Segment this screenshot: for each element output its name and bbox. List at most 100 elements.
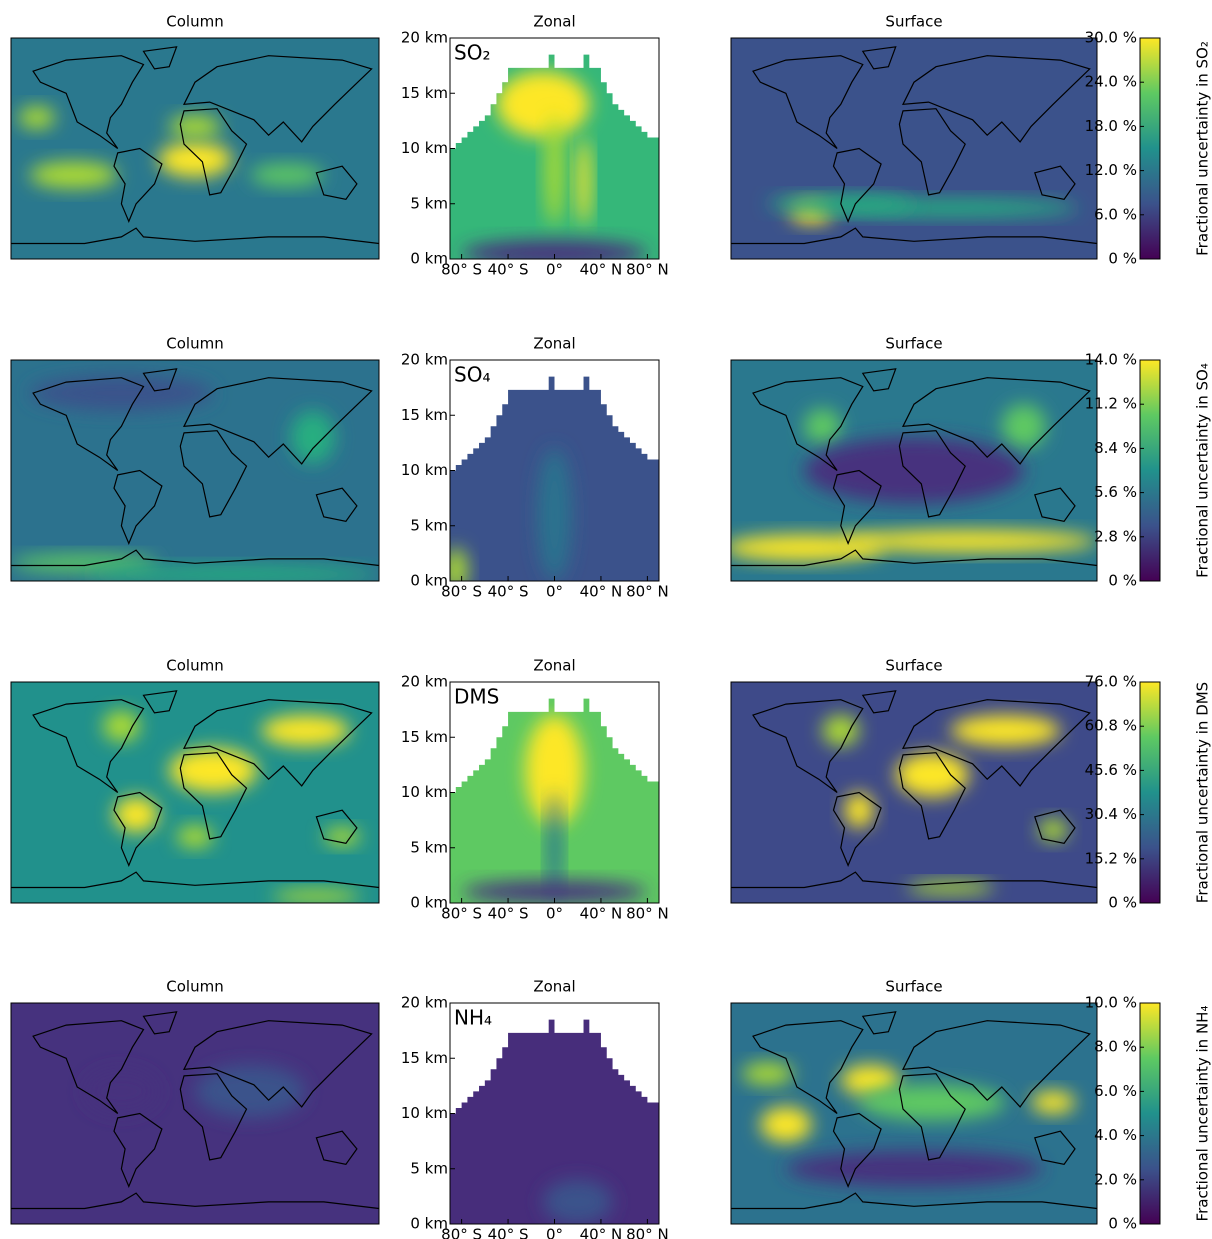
x-tick-label: 80° N bbox=[626, 261, 669, 279]
coastline bbox=[861, 46, 897, 70]
frame bbox=[10, 37, 380, 260]
heat-region bbox=[804, 437, 1024, 504]
colorbar-label: Fractional uncertainty in NH₄ bbox=[1194, 1006, 1212, 1222]
y-tick-label: 10 km bbox=[401, 139, 448, 157]
coastline bbox=[11, 227, 379, 245]
heat-region bbox=[895, 752, 969, 797]
heat-region bbox=[29, 375, 214, 411]
coastline bbox=[113, 1112, 163, 1188]
coastline bbox=[861, 1011, 897, 1035]
colorbar-tick-label: 24.0 % bbox=[1085, 73, 1137, 91]
heat-region bbox=[84, 1069, 159, 1114]
y-tick-label: 0 km bbox=[410, 250, 448, 268]
heat-region bbox=[804, 408, 841, 444]
frame bbox=[730, 1002, 1098, 1225]
colorbar-tick-label: 6.0 % bbox=[1094, 1082, 1137, 1100]
coastline bbox=[861, 368, 897, 392]
panel-title: Zonal bbox=[533, 657, 575, 675]
colorbar-tick-label: 2.0 % bbox=[1094, 1170, 1137, 1188]
colorbar-tick-label: 18.0 % bbox=[1085, 117, 1137, 135]
colorbar-tick-label: 15.2 % bbox=[1085, 849, 1137, 867]
coastline bbox=[731, 227, 1097, 245]
map bbox=[731, 360, 1097, 581]
coastline bbox=[182, 1020, 373, 1108]
panel-title: Surface bbox=[885, 978, 942, 996]
species-label: NH₄ bbox=[454, 1006, 492, 1030]
y-tick-label: 15 km bbox=[401, 406, 448, 424]
map bbox=[11, 1003, 379, 1224]
map bbox=[731, 1003, 1097, 1224]
heat-region bbox=[1031, 1091, 1076, 1114]
heat-region bbox=[859, 1084, 1006, 1121]
coastline bbox=[731, 549, 1097, 567]
frame bbox=[10, 1002, 380, 1225]
zonal-field bbox=[450, 54, 659, 260]
x-tick-label: 40° N bbox=[580, 1226, 623, 1239]
coastline bbox=[752, 55, 864, 149]
heat-region bbox=[461, 240, 648, 260]
colorbar-tick-label: 5.6 % bbox=[1094, 483, 1137, 501]
coastline bbox=[113, 791, 163, 867]
heat-region bbox=[785, 1151, 1043, 1187]
panel-title: Column bbox=[166, 13, 223, 31]
coastline bbox=[1034, 165, 1076, 200]
coastline bbox=[861, 690, 897, 714]
map-background bbox=[731, 38, 1097, 259]
x-tick-label: 0° bbox=[546, 905, 563, 923]
coastline bbox=[11, 1192, 379, 1210]
heat-region bbox=[250, 163, 324, 187]
coastline bbox=[898, 1073, 966, 1161]
y-tick-label: 5 km bbox=[410, 194, 448, 212]
x-tick-label: 80° N bbox=[626, 1226, 669, 1239]
species-label: SO₂ bbox=[454, 41, 490, 65]
heat-region bbox=[760, 1106, 812, 1143]
coastline bbox=[182, 55, 373, 143]
heat-region bbox=[537, 448, 572, 581]
heat-region bbox=[576, 137, 591, 226]
coastline bbox=[898, 430, 966, 518]
heat-region bbox=[840, 530, 1097, 553]
colorbar-label: Fractional uncertainty in DMS bbox=[1194, 682, 1212, 903]
heat-region bbox=[272, 889, 361, 903]
species-label: DMS bbox=[454, 685, 499, 709]
x-tick-label: 40° N bbox=[580, 261, 623, 279]
colorbar-label: Fractional uncertainty in SO₂ bbox=[1194, 41, 1212, 256]
colorbar-tick-label: 30.0 % bbox=[1085, 29, 1137, 47]
coastline bbox=[898, 752, 966, 840]
panel-title: Zonal bbox=[533, 978, 575, 996]
colorbar-tick-label: 6.0 % bbox=[1094, 205, 1137, 223]
heat-region bbox=[290, 410, 335, 464]
heat-region bbox=[950, 715, 1061, 747]
coastline bbox=[11, 871, 379, 889]
x-tick-label: 80° N bbox=[626, 583, 669, 601]
coastline bbox=[752, 1020, 864, 1114]
colorbar-tick-label: 60.8 % bbox=[1085, 717, 1137, 735]
coastline bbox=[113, 469, 163, 545]
coastline bbox=[731, 1192, 1097, 1210]
colorbar bbox=[1139, 37, 1161, 260]
colorbar-label: Fractional uncertainty in SO₄ bbox=[1194, 363, 1212, 578]
colorbar-tick-label: 4.0 % bbox=[1094, 1126, 1137, 1144]
colorbar-tick-label: 0 % bbox=[1108, 894, 1137, 912]
heat-region bbox=[176, 825, 214, 848]
colorbar bbox=[1139, 1002, 1161, 1225]
x-tick-label: 40° S bbox=[488, 583, 529, 601]
frame bbox=[10, 359, 380, 582]
coastline bbox=[315, 487, 358, 522]
heat-region bbox=[822, 715, 860, 747]
coastline bbox=[142, 690, 178, 714]
y-tick-label: 0 km bbox=[410, 894, 448, 912]
coastline bbox=[315, 165, 358, 200]
coastline bbox=[179, 108, 248, 196]
heat-region bbox=[103, 710, 140, 742]
x-tick-label: 0° bbox=[546, 261, 563, 279]
coastline bbox=[901, 55, 1091, 143]
coastline bbox=[11, 549, 379, 567]
coastline bbox=[1034, 487, 1076, 522]
heat-region bbox=[114, 796, 159, 833]
y-tick-label: 5 km bbox=[410, 516, 448, 534]
coastline bbox=[1034, 809, 1076, 844]
map-background bbox=[11, 1003, 379, 1224]
colorbar-tick-label: 14.0 % bbox=[1085, 351, 1137, 369]
coastline bbox=[32, 377, 145, 471]
